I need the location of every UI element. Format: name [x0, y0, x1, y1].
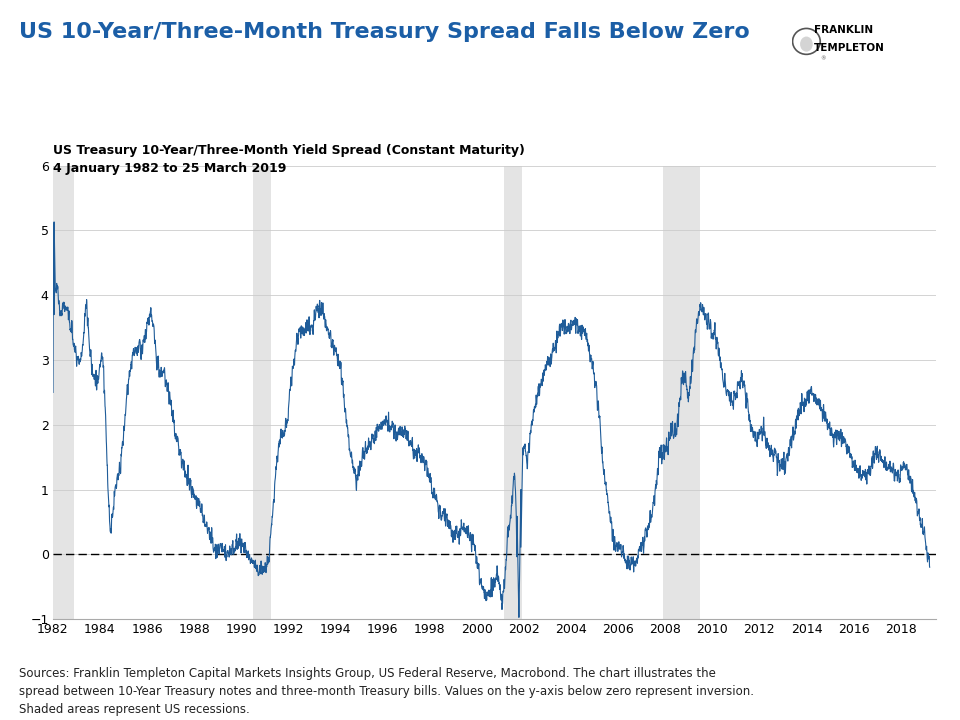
Text: TEMPLETON: TEMPLETON — [814, 43, 885, 53]
Text: US 10-Year/Three-Month Treasury Spread Falls Below Zero: US 10-Year/Three-Month Treasury Spread F… — [19, 22, 750, 42]
Text: FRANKLIN: FRANKLIN — [814, 24, 873, 35]
Text: 4 January 1982 to 25 March 2019: 4 January 1982 to 25 March 2019 — [53, 162, 286, 175]
Text: ®: ® — [820, 56, 826, 61]
Ellipse shape — [800, 37, 813, 52]
Bar — [53, 166, 74, 619]
Bar — [504, 166, 522, 619]
Bar — [252, 166, 271, 619]
Text: US Treasury 10-Year/Three-Month Yield Spread (Constant Maturity): US Treasury 10-Year/Three-Month Yield Sp… — [53, 144, 525, 157]
Text: Sources: Franklin Templeton Capital Markets Insights Group, US Federal Reserve, : Sources: Franklin Templeton Capital Mark… — [19, 667, 755, 716]
Bar — [663, 166, 701, 619]
